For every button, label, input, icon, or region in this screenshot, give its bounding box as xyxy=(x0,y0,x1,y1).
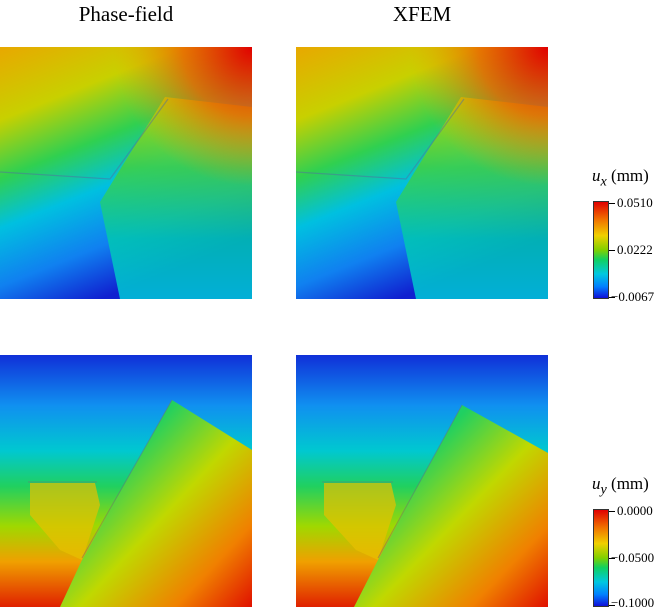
uy-label-mid: −0.0500 xyxy=(611,550,655,565)
ux-xfem-plot xyxy=(296,47,548,299)
uy-tick-min xyxy=(609,605,615,606)
ux-label-mid: 0.0222 xyxy=(617,242,653,257)
uy-symbol: u xyxy=(592,474,601,493)
uy-phase-field-plot xyxy=(0,355,252,607)
column-title-phase-field: Phase-field xyxy=(78,2,174,26)
ux-colorbar-title: ux (mm) xyxy=(592,166,649,190)
ux-subscript: x xyxy=(600,173,607,190)
uy-unit: (mm) xyxy=(611,474,649,493)
uy-subscript: y xyxy=(600,481,607,498)
ux-phase-field-plot xyxy=(0,47,252,299)
uy-colorbar-title: uy (mm) xyxy=(592,474,649,498)
uy-colorbar xyxy=(593,509,609,607)
uy-tick-max xyxy=(609,511,615,512)
ux-tick-min xyxy=(609,297,615,298)
ux-tick-max xyxy=(609,203,615,204)
uy-label-max: 0.0000 xyxy=(617,503,653,518)
ux-tick-mid xyxy=(609,250,615,251)
uy-tick-mid xyxy=(609,558,615,559)
uy-xfem-plot xyxy=(296,355,548,607)
ux-unit: (mm) xyxy=(611,166,649,185)
uy-label-min: −0.1000 xyxy=(611,595,655,610)
ux-symbol: u xyxy=(592,166,601,185)
column-title-xfem: XFEM xyxy=(392,2,452,26)
ux-label-max: 0.0510 xyxy=(617,195,653,210)
ux-label-min: −0.0067 xyxy=(611,289,655,304)
ux-colorbar xyxy=(593,201,609,299)
